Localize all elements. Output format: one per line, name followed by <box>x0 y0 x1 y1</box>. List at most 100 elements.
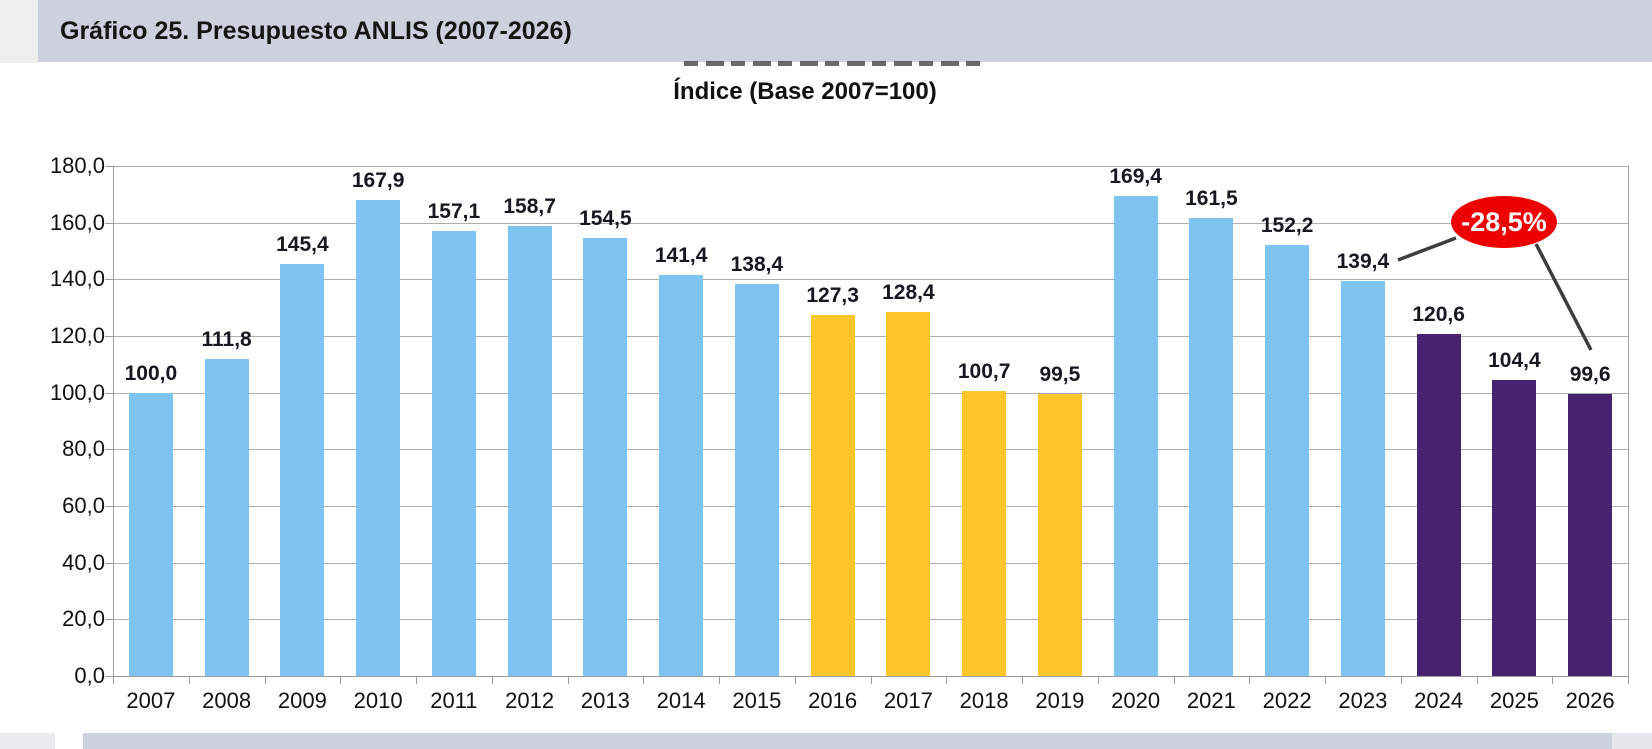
gridline <box>113 619 1628 621</box>
x-axis-tick <box>1097 676 1099 684</box>
bar-2011 <box>431 230 476 676</box>
x-tick-label: 2021 <box>1186 688 1236 713</box>
chart-title: Índice (Base 2007=100) <box>673 78 937 105</box>
bar-value-label: 99,5 <box>1039 363 1081 387</box>
y-tick-label: 20,0 <box>62 606 105 632</box>
x-axis-tick <box>1400 676 1402 684</box>
plot-right-border <box>1628 166 1629 676</box>
bar-2010 <box>356 200 401 676</box>
x-axis-tick <box>1552 676 1554 684</box>
x-axis-tick <box>416 676 417 684</box>
bar-2021 <box>1189 218 1234 676</box>
gridline <box>113 449 1628 451</box>
y-tick-label: 140,0 <box>49 266 105 292</box>
bar-2016 <box>810 315 855 676</box>
bar-value-label: 145,4 <box>276 233 329 257</box>
bar-value-label: 141,4 <box>654 244 708 268</box>
figure-caption: Gráfico 25. Presupuesto ANLIS (2007-2026… <box>60 17 572 45</box>
x-axis-tick <box>946 676 948 684</box>
bar-value-label: 139,4 <box>1336 250 1390 274</box>
y-axis-tick <box>105 279 113 281</box>
bottom-band <box>83 733 1612 749</box>
gridline <box>113 506 1628 507</box>
x-axis-tick <box>340 676 342 684</box>
gridline <box>113 166 1628 167</box>
y-tick-label: 160,0 <box>49 209 105 235</box>
y-tick-label: 0,0 <box>74 663 105 688</box>
y-tick-label: 60,0 <box>62 493 105 518</box>
bar-value-label: 158,7 <box>503 195 556 219</box>
x-tick-label: 2025 <box>1489 688 1539 713</box>
bar-value-label: 167,9 <box>351 169 405 193</box>
bar-value-label: 120,6 <box>1412 303 1465 327</box>
x-tick-label: 2020 <box>1111 688 1161 713</box>
x-tick-label: 2012 <box>505 688 555 713</box>
bar-value-label: 157,1 <box>427 199 481 223</box>
bar-2015 <box>734 283 779 676</box>
x-tick-label: 2007 <box>126 688 176 713</box>
x-axis-tick <box>264 676 266 684</box>
x-axis-tick <box>491 676 493 684</box>
bar-2025 <box>1492 380 1537 676</box>
gridline <box>113 562 1628 564</box>
x-axis-tick <box>719 676 720 684</box>
bottom-corner-square-right <box>1612 733 1652 749</box>
x-tick-label: 2013 <box>580 688 630 713</box>
y-axis-tick <box>105 676 113 677</box>
x-axis-tick <box>1249 676 1251 684</box>
y-axis-line <box>113 166 114 676</box>
gridline <box>113 336 1628 337</box>
y-axis-tick <box>105 562 113 564</box>
bar-2007 <box>128 392 173 676</box>
header-band <box>38 0 1652 62</box>
bar-2020 <box>1113 196 1158 676</box>
bar-value-label: 154,5 <box>579 207 632 231</box>
bar-2024 <box>1416 334 1461 676</box>
x-tick-label: 2014 <box>656 688 706 713</box>
bar-2026 <box>1568 393 1613 676</box>
y-tick-label: 100,0 <box>49 379 105 405</box>
bar-value-label: 100,0 <box>124 361 178 385</box>
bar-value-label: 111,8 <box>201 328 252 352</box>
bar-2009 <box>280 264 325 676</box>
x-axis-tick <box>1628 676 1629 684</box>
x-axis-tick <box>188 676 190 684</box>
y-axis-tick <box>105 619 113 621</box>
bar-value-label: 104,4 <box>1488 349 1541 373</box>
y-tick-label: 120,0 <box>49 323 105 348</box>
bar-2012 <box>507 226 552 676</box>
y-axis-tick <box>105 506 113 507</box>
x-tick-label: 2023 <box>1338 688 1388 713</box>
x-tick-label: 2019 <box>1035 688 1085 713</box>
callout-line-right <box>1534 243 1593 351</box>
bottom-corner-square-left <box>0 733 55 749</box>
x-tick-label: 2024 <box>1414 688 1464 713</box>
gridline <box>113 222 1628 224</box>
x-tick-label: 2016 <box>808 688 858 713</box>
bar-value-label: 152,2 <box>1260 213 1314 237</box>
y-tick-label: 180,0 <box>49 153 105 178</box>
x-axis-tick <box>870 676 872 684</box>
x-axis-tick <box>643 676 645 684</box>
x-tick-label: 2009 <box>277 688 327 713</box>
bar-2019 <box>1037 394 1082 676</box>
bar-2008 <box>204 359 249 676</box>
bar-2014 <box>659 275 704 676</box>
bar-value-label: 138,4 <box>730 252 784 276</box>
x-axis-tick <box>794 676 796 684</box>
bar-value-label: 161,5 <box>1185 187 1238 211</box>
x-axis-tick <box>113 676 114 684</box>
x-tick-label: 2022 <box>1262 688 1312 713</box>
bar-2022 <box>1265 244 1310 676</box>
x-axis-tick <box>1325 676 1326 684</box>
bar-2017 <box>886 312 931 676</box>
header-corner-square <box>0 0 38 63</box>
x-axis-tick <box>1476 676 1478 684</box>
x-tick-label: 2011 <box>430 688 478 713</box>
x-axis-tick <box>567 676 569 684</box>
y-axis-tick <box>105 449 113 451</box>
gridline <box>113 279 1628 281</box>
bar-value-label: 99,6 <box>1569 362 1611 386</box>
gridline <box>113 392 1628 394</box>
bar-value-label: 169,4 <box>1109 165 1162 189</box>
